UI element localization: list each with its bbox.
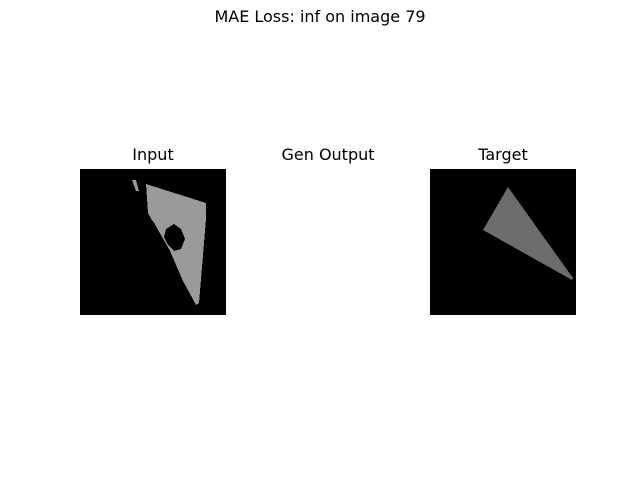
input-panel-title: Input bbox=[132, 145, 174, 164]
target-shape-triangle bbox=[483, 187, 573, 280]
target-image-background bbox=[430, 169, 576, 315]
gen-output-image-canvas bbox=[255, 169, 401, 315]
gen-output-image bbox=[255, 169, 401, 315]
target-image bbox=[430, 169, 576, 315]
gen-output-panel-title: Gen Output bbox=[281, 145, 375, 164]
input-shape-cut bbox=[150, 221, 170, 251]
input-shape-main bbox=[146, 184, 206, 305]
input-shape-sliver bbox=[132, 180, 139, 191]
input-image-canvas bbox=[80, 169, 226, 315]
input-image bbox=[80, 169, 226, 315]
gen-output-image-background bbox=[255, 169, 401, 315]
target-image-canvas bbox=[430, 169, 576, 315]
figure-title: MAE Loss: inf on image 79 bbox=[214, 7, 426, 26]
target-panel-title: Target bbox=[478, 145, 528, 164]
